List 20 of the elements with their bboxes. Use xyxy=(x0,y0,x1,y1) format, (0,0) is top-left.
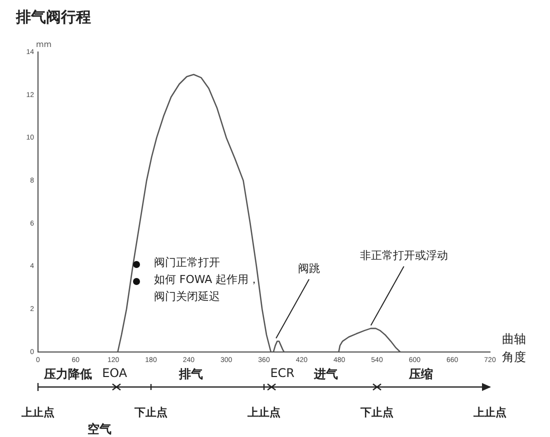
text: 上止点 xyxy=(474,406,506,419)
x-axis-title: 曲轴角度 xyxy=(502,331,527,366)
text: 排气 xyxy=(179,366,204,383)
y-axis-title: mm xyxy=(36,40,52,49)
text: 上止点 xyxy=(248,406,280,419)
chart-title: 排气阀行程 xyxy=(16,8,91,27)
annotation: 阀门正常打开 xyxy=(154,255,220,270)
text: EOA xyxy=(102,366,128,380)
text: ECR xyxy=(270,366,295,380)
text: 进气 xyxy=(314,366,338,383)
text: 下止点 xyxy=(360,406,394,419)
text: 空气 xyxy=(88,422,112,436)
annotation: 阀门关闭延迟 xyxy=(154,289,220,304)
annotation: 如何 FOWA 起作用， xyxy=(154,272,260,287)
annotation: 阀跳 xyxy=(298,261,320,276)
annotation: 非正常打开或浮动 xyxy=(360,248,448,264)
text: 下止点 xyxy=(134,406,168,419)
text: 上止点 xyxy=(22,406,54,419)
text: 压缩 xyxy=(408,366,433,383)
text: 压力降低 xyxy=(44,366,92,383)
